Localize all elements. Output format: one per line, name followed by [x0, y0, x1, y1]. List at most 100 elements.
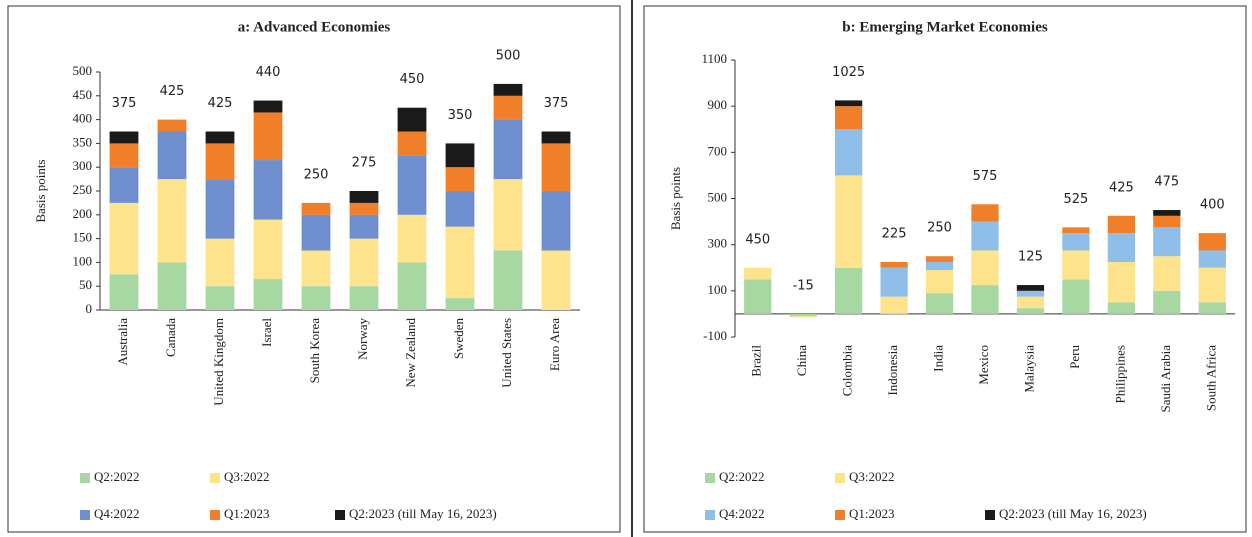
legend-label: Q4:2022: [94, 506, 140, 521]
bar-segment: [835, 100, 863, 107]
bar-segment: [925, 293, 954, 314]
y-axis-label: Basis points: [668, 167, 683, 230]
y-tick-label: 250: [73, 182, 93, 197]
total-label: 275: [352, 156, 377, 171]
x-tick-label: Indonesia: [885, 345, 900, 396]
bar-segment: [493, 119, 523, 180]
legend-label: Q2:2022: [94, 469, 140, 484]
bar-segment: [1153, 210, 1181, 216]
y-axis-label: Basis points: [33, 159, 48, 222]
y-tick-label: 450: [73, 87, 93, 102]
bar-segment: [157, 131, 187, 180]
bar-segment: [541, 131, 571, 144]
total-label: 440: [256, 65, 281, 80]
bar-segment: [493, 83, 523, 96]
bar-segment: [1107, 261, 1135, 303]
x-tick-label: United States: [499, 318, 514, 388]
legend-swatch: [985, 510, 995, 520]
legend-swatch: [335, 510, 345, 520]
bar-segment: [1062, 227, 1090, 234]
legend-swatch: [210, 510, 220, 520]
total-label: 375: [544, 96, 569, 111]
bar-segment: [1062, 233, 1090, 251]
bar-segment: [493, 179, 523, 251]
y-tick-label: 50: [79, 277, 92, 292]
x-tick-label: Australia: [115, 318, 130, 366]
x-tick-label: Sweden: [451, 318, 466, 360]
bar-segment: [835, 175, 863, 268]
bar-segment: [971, 204, 999, 222]
bar-segment: [1016, 308, 1045, 314]
bar-segment: [541, 191, 571, 251]
bar-segment: [1107, 233, 1135, 262]
legend-swatch: [835, 510, 845, 520]
total-label: 225: [882, 226, 907, 241]
total-label: 125: [1018, 250, 1043, 265]
legend-swatch: [210, 473, 220, 483]
bar-segment: [205, 179, 235, 239]
bar-segment: [445, 298, 475, 310]
y-tick-label: 0: [86, 301, 93, 316]
bar-segment: [397, 262, 427, 310]
bar-segment: [493, 95, 523, 120]
bar-segment: [349, 286, 379, 310]
x-tick-label: Saudi Arabia: [1158, 345, 1173, 413]
bar-segment: [157, 119, 187, 132]
total-label: 425: [1109, 180, 1134, 195]
total-label: 1025: [832, 65, 865, 80]
y-tick-label: 1100: [701, 51, 727, 66]
y-tick-label: 100: [73, 253, 93, 268]
bar-segment: [301, 202, 331, 215]
legend-label: Q1:2023: [224, 506, 270, 521]
bar-segment: [253, 112, 283, 161]
legend-swatch: [835, 473, 845, 483]
total-label: 375: [112, 96, 137, 111]
x-tick-label: Peru: [1067, 345, 1082, 369]
bar-segment: [1198, 302, 1226, 314]
x-tick-label: Israel: [259, 318, 274, 347]
y-tick-label: 300: [708, 236, 728, 251]
x-tick-label: New Zealand: [403, 318, 418, 388]
bar-segment: [1153, 215, 1181, 228]
bar-segment: [493, 250, 523, 310]
bar-segment: [789, 313, 817, 317]
bar-segment: [1016, 296, 1045, 309]
bar-segment: [109, 274, 139, 310]
bar-segment: [109, 131, 139, 144]
bar-segment: [1062, 250, 1090, 280]
bar-segment: [1016, 290, 1045, 297]
y-tick-label: 100: [708, 282, 728, 297]
bar-segment: [397, 155, 427, 215]
legend-label: Q2:2022: [719, 469, 765, 484]
y-tick-label: 300: [73, 158, 93, 173]
total-label: 350: [448, 108, 473, 123]
y-tick-label: 350: [73, 134, 93, 149]
bar-segment: [880, 267, 908, 297]
x-tick-label: Canada: [163, 318, 178, 357]
bar-segment: [205, 131, 235, 144]
total-label: 500: [496, 48, 521, 63]
x-tick-label: Colombia: [840, 345, 855, 397]
chart-title: b: Emerging Market Economies: [842, 19, 1048, 35]
x-tick-label: South Korea: [307, 318, 322, 384]
bar-segment: [1153, 290, 1181, 314]
y-tick-label: 150: [73, 230, 93, 245]
legend-label: Q3:2022: [849, 469, 895, 484]
panel-frame: [7, 5, 621, 533]
bar-segment: [744, 279, 772, 314]
chart-title: a: Advanced Economies: [238, 19, 391, 35]
legend-label: Q2:2023 (till May 16, 2023): [999, 506, 1147, 521]
bar-segment: [205, 286, 235, 310]
bar-segment: [253, 219, 283, 280]
bar-segment: [349, 191, 379, 203]
y-tick-label: 200: [73, 206, 93, 221]
x-tick-label: India: [931, 345, 946, 372]
bar-segment: [109, 202, 139, 275]
bar-segment: [445, 226, 475, 299]
panel-frame: [643, 5, 1247, 533]
bar-segment: [925, 256, 954, 262]
legend-swatch: [705, 510, 715, 520]
x-tick-label: Malaysia: [1021, 345, 1036, 393]
bar-segment: [971, 285, 999, 314]
total-label: 400: [1200, 198, 1225, 213]
